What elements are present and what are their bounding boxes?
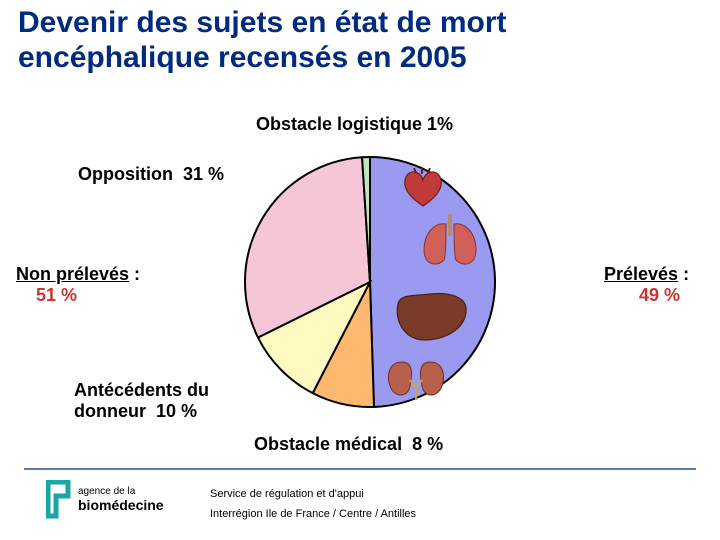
logo-line1: agence de la — [78, 486, 136, 497]
non-preleves-pct: 51 % — [36, 285, 77, 305]
footer-divider — [24, 468, 696, 470]
label-obstacle-logistique: Obstacle logistique 1% — [256, 114, 453, 135]
lungs-icon — [420, 214, 480, 270]
label-antecedents: Antécédents du donneur 10 % — [74, 380, 209, 422]
footer-line1: Service de régulation et d'appui — [210, 488, 364, 500]
preleves-text: Prélevés — [604, 264, 678, 284]
label-preleves: Prélevés : 49 % — [604, 264, 689, 306]
heart-icon — [400, 168, 446, 208]
kidneys-icon — [384, 358, 448, 400]
label-opposition: Opposition 31 % — [78, 164, 224, 185]
label-obstacle-medical: Obstacle médical 8 % — [254, 434, 443, 455]
logo-line2: biomédecine — [78, 497, 164, 513]
page-title: Devenir des sujets en état de mort encép… — [18, 6, 678, 75]
slide: Devenir des sujets en état de mort encép… — [0, 0, 720, 540]
pie-chart — [240, 152, 500, 412]
liver-icon — [392, 290, 470, 344]
agency-logo: agence de la biomédecine — [46, 480, 196, 520]
footer-line2: Interrégion Ile de France / Centre / Ant… — [210, 508, 416, 520]
label-non-preleves: Non prélevés : 51 % — [16, 264, 140, 306]
non-preleves-text: Non prélevés — [16, 264, 129, 284]
preleves-pct: 49 % — [639, 285, 680, 305]
